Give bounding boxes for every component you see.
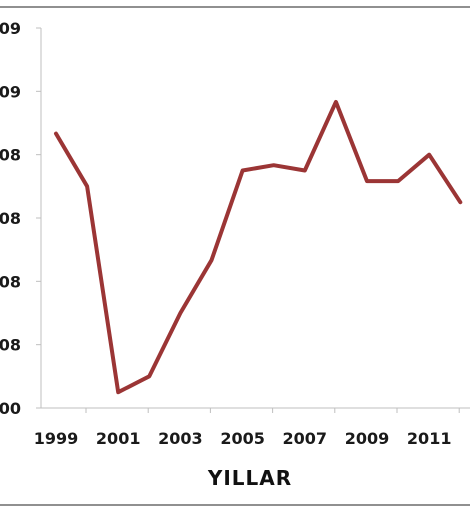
x-tick-label: 1999 bbox=[34, 429, 79, 448]
data-point bbox=[458, 200, 462, 204]
x-tick-label: 2011 bbox=[407, 429, 452, 448]
series-line bbox=[54, 99, 463, 395]
data-point bbox=[85, 184, 89, 188]
y-tick-label: 00 bbox=[0, 399, 21, 418]
data-point bbox=[334, 100, 338, 104]
data-point bbox=[116, 390, 120, 394]
x-tick-label: 2001 bbox=[96, 429, 141, 448]
data-point bbox=[365, 179, 369, 183]
x-tick-label: 2005 bbox=[220, 429, 265, 448]
y-axis-tick-labels: 09 09 08 08 08 08 00 bbox=[0, 19, 21, 418]
x-axis-tick-labels: 1999 2001 2003 2005 2007 2009 2011 bbox=[34, 429, 452, 448]
series-layer bbox=[54, 99, 463, 395]
y-tick-label: 09 bbox=[0, 82, 21, 101]
data-point bbox=[241, 169, 245, 173]
data-point bbox=[210, 258, 214, 262]
data-point bbox=[272, 163, 276, 167]
data-point bbox=[147, 374, 151, 378]
x-axis-ticks bbox=[85, 408, 460, 413]
y-tick-label: 08 bbox=[0, 272, 21, 291]
x-tick-label: 2003 bbox=[158, 429, 203, 448]
x-axis-title: YILLAR bbox=[207, 466, 292, 490]
y-tick-label: 08 bbox=[0, 146, 21, 165]
data-point bbox=[178, 311, 182, 315]
y-tick-label: 08 bbox=[0, 336, 21, 355]
data-point bbox=[427, 153, 431, 157]
y-tick-label: 09 bbox=[0, 19, 21, 38]
y-axis-ticks bbox=[36, 27, 41, 409]
data-point bbox=[303, 169, 307, 173]
y-tick-label: 08 bbox=[0, 209, 21, 228]
x-tick-label: 2009 bbox=[345, 429, 390, 448]
x-tick-label: 2007 bbox=[283, 429, 328, 448]
data-point bbox=[396, 179, 400, 183]
data-point bbox=[54, 132, 58, 136]
